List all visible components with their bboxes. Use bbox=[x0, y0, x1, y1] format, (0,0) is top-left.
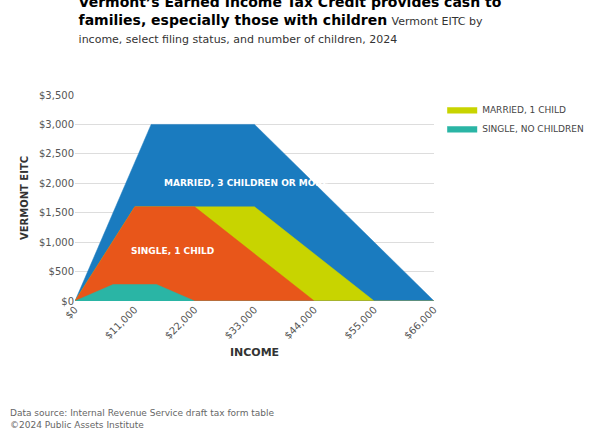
svg-text:MARRIED, 1 CHILD: MARRIED, 1 CHILD bbox=[482, 105, 566, 115]
svg-text:$3,000: $3,000 bbox=[39, 119, 74, 130]
svg-text:$1,500: $1,500 bbox=[39, 207, 74, 218]
svg-text:$0: $0 bbox=[61, 296, 74, 307]
svg-text:MARRIED, 3 CHILDREN OR MORE: MARRIED, 3 CHILDREN OR MORE bbox=[164, 178, 329, 188]
svg-text:Vermont’s Earned Income Tax Cr: Vermont’s Earned Income Tax Credit provi… bbox=[79, 0, 502, 46]
svg-text:$1,000: $1,000 bbox=[39, 237, 74, 248]
svg-text:SINGLE, 1 CHILD: SINGLE, 1 CHILD bbox=[131, 246, 214, 256]
svg-text:$33,000: $33,000 bbox=[222, 304, 259, 341]
svg-text:$22,000: $22,000 bbox=[163, 304, 200, 341]
svg-text:$0: $0 bbox=[63, 304, 80, 321]
svg-text:Data source: Internal Revenue: Data source: Internal Revenue Service dr… bbox=[10, 408, 275, 430]
svg-text:$44,000: $44,000 bbox=[282, 304, 319, 341]
svg-text:VERMONT EITC: VERMONT EITC bbox=[19, 156, 30, 240]
svg-text:SINGLE, NO CHILDREN: SINGLE, NO CHILDREN bbox=[482, 124, 584, 134]
svg-text:$2,000: $2,000 bbox=[39, 178, 74, 189]
svg-text:$11,000: $11,000 bbox=[103, 304, 140, 341]
svg-text:$55,000: $55,000 bbox=[342, 304, 379, 341]
svg-text:$3,500: $3,500 bbox=[39, 90, 74, 101]
svg-text:$66,000: $66,000 bbox=[402, 304, 439, 341]
svg-text:$2,500: $2,500 bbox=[39, 148, 74, 159]
svg-text:$500: $500 bbox=[49, 266, 74, 277]
svg-text:INCOME: INCOME bbox=[230, 346, 279, 359]
